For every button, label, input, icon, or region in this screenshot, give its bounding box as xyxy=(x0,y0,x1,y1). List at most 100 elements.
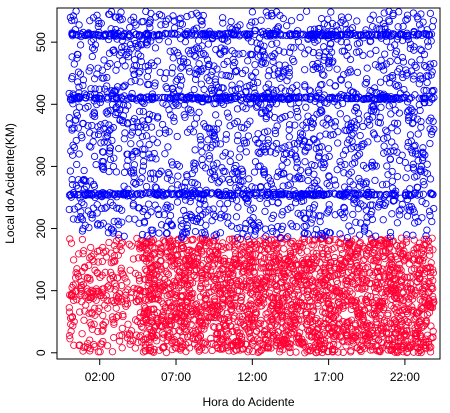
red-data-point xyxy=(416,307,424,315)
red-data-point xyxy=(348,253,356,261)
blue-data-point xyxy=(217,210,225,219)
blue-data-point xyxy=(116,105,124,114)
blue-data-point xyxy=(234,85,243,93)
red-data-point xyxy=(384,277,393,286)
red-data-point xyxy=(396,242,404,250)
blue-data-point xyxy=(100,125,108,133)
blue-data-point xyxy=(336,110,344,118)
red-data-point xyxy=(89,287,97,296)
blue-data-point xyxy=(129,202,137,210)
red-data-point xyxy=(204,271,212,279)
blue-data-point xyxy=(399,58,408,66)
blue-data-point xyxy=(264,80,273,88)
blue-data-point xyxy=(142,182,151,191)
blue-data-point xyxy=(209,167,217,176)
blue-data-point xyxy=(209,141,217,149)
blue-data-point xyxy=(128,153,136,161)
blue-data-point xyxy=(313,64,322,72)
red-data-point xyxy=(252,327,261,335)
blue-data-point xyxy=(419,153,427,162)
blue-data-point xyxy=(249,213,257,222)
red-data-point xyxy=(178,301,186,310)
red-data-point xyxy=(167,254,176,262)
red-data-point xyxy=(152,331,161,340)
red-data-point xyxy=(169,237,177,245)
blue-data-point xyxy=(213,159,221,167)
blue-data-point xyxy=(89,111,97,119)
blue-data-point xyxy=(331,118,340,126)
blue-data-point xyxy=(104,93,113,101)
blue-data-point xyxy=(118,43,126,52)
red-data-point xyxy=(335,294,343,302)
red-data-point xyxy=(212,341,220,350)
blue-data-point xyxy=(191,227,200,236)
blue-data-point xyxy=(173,132,181,141)
blue-data-point xyxy=(173,181,182,189)
blue-data-point xyxy=(183,12,191,21)
red-data-point xyxy=(307,311,315,319)
red-data-point xyxy=(416,255,425,263)
blue-data-point xyxy=(173,198,182,206)
blue-data-point xyxy=(423,226,431,234)
blue-data-point xyxy=(117,48,126,57)
blue-data-point xyxy=(117,8,125,16)
blue-data-point xyxy=(87,190,95,198)
blue-data-point xyxy=(285,191,293,199)
red-data-point xyxy=(256,319,264,327)
blue-data-point xyxy=(246,50,255,58)
blue-data-point xyxy=(103,73,111,82)
blue-data-point xyxy=(85,142,94,150)
blue-data-point xyxy=(383,133,391,142)
blue-data-point xyxy=(219,152,227,160)
red-data-point xyxy=(290,248,298,256)
blue-data-point xyxy=(194,37,203,45)
red-data-point xyxy=(171,321,179,330)
blue-data-point xyxy=(161,20,170,29)
red-data-point xyxy=(117,267,125,275)
red-data-point xyxy=(304,346,312,354)
blue-data-point xyxy=(331,211,339,219)
red-data-point xyxy=(343,320,351,328)
red-data-point xyxy=(413,329,421,337)
blue-data-point xyxy=(162,83,170,91)
blue-data-point xyxy=(100,138,108,146)
red-data-point xyxy=(295,335,303,343)
red-data-point xyxy=(109,296,117,305)
blue-data-point xyxy=(127,140,135,148)
red-data-point xyxy=(250,269,259,277)
red-data-point xyxy=(102,247,110,255)
red-data-point xyxy=(353,336,361,344)
blue-data-point xyxy=(338,190,346,198)
blue-data-point xyxy=(369,129,378,137)
red-data-point xyxy=(171,344,179,352)
red-data-point xyxy=(218,299,227,307)
red-data-point xyxy=(415,269,424,278)
red-data-point xyxy=(148,283,157,292)
blue-data-point xyxy=(355,231,364,239)
red-data-point xyxy=(164,333,172,341)
red-data-point xyxy=(209,283,218,291)
blue-data-point xyxy=(302,7,311,15)
red-data-point xyxy=(322,315,330,323)
blue-data-point xyxy=(325,94,333,102)
blue-data-point xyxy=(104,223,112,231)
red-data-point xyxy=(73,270,82,278)
red-data-point xyxy=(426,348,435,356)
blue-data-point xyxy=(169,54,177,62)
blue-data-point xyxy=(252,94,261,102)
blue-data-point xyxy=(309,204,317,212)
blue-data-point xyxy=(406,207,414,215)
red-data-point xyxy=(351,326,359,335)
blue-data-point xyxy=(239,103,247,111)
blue-data-point xyxy=(409,231,417,239)
red-data-point xyxy=(327,301,335,310)
red-data-point xyxy=(359,343,367,351)
red-data-point xyxy=(182,347,190,356)
blue-data-point xyxy=(162,17,170,25)
red-data-point xyxy=(124,320,132,328)
red-data-point xyxy=(82,301,90,309)
red-data-point xyxy=(306,318,315,326)
red-data-point xyxy=(65,331,74,340)
red-data-point xyxy=(306,347,314,355)
blue-data-point xyxy=(351,124,359,132)
